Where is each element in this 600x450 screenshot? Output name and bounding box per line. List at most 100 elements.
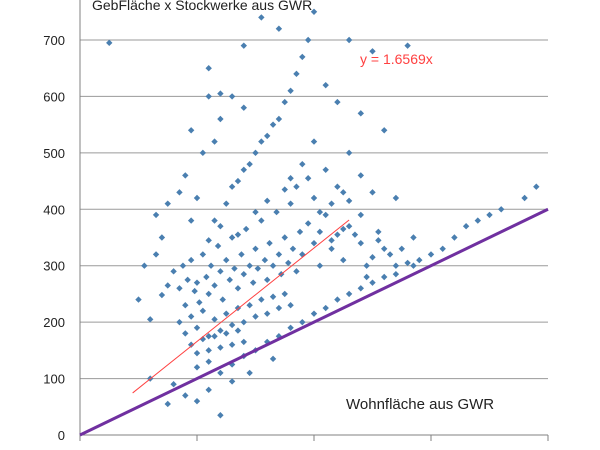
data-point (269, 293, 277, 300)
data-point (293, 183, 300, 190)
data-point (304, 36, 312, 44)
y-tick-label: 200 (43, 315, 65, 330)
data-point (404, 42, 411, 49)
data-point (211, 217, 218, 224)
data-point (205, 290, 212, 298)
data-point (228, 321, 236, 329)
y-tick-label: 100 (43, 372, 65, 387)
data-point (258, 138, 265, 145)
data-point (293, 268, 300, 275)
data-point (287, 87, 294, 94)
data-point (451, 234, 458, 241)
y-tick-label: 700 (43, 33, 65, 48)
data-point (217, 344, 224, 351)
data-point (392, 262, 400, 269)
data-point (240, 104, 247, 111)
data-point (264, 197, 271, 205)
data-point (205, 93, 212, 100)
data-point (275, 115, 283, 123)
data-point (152, 211, 160, 219)
data-point (176, 318, 183, 326)
data-point (398, 245, 405, 252)
data-point (258, 14, 265, 21)
y-tick-label: 500 (43, 146, 65, 161)
data-point (240, 42, 247, 49)
data-point (234, 285, 242, 292)
data-point (106, 39, 113, 47)
data-point (207, 262, 215, 269)
data-point (217, 115, 224, 123)
data-point (416, 256, 423, 264)
data-point (193, 364, 201, 371)
data-point (293, 70, 300, 78)
data-point (310, 194, 318, 202)
data-point (228, 93, 236, 100)
data-point (287, 200, 294, 207)
data-point (363, 262, 370, 269)
data-point (269, 262, 277, 269)
data-point (486, 211, 493, 219)
data-point (316, 262, 324, 269)
data-point (238, 251, 245, 258)
data-point (205, 347, 212, 354)
data-point (369, 254, 376, 261)
data-point (187, 313, 195, 320)
data-point (258, 217, 265, 224)
data-point (266, 239, 273, 247)
data-point (214, 242, 222, 250)
data-point (252, 313, 259, 320)
data-point (193, 397, 201, 405)
x-axis-label: Wohnfläche aus GWR (346, 396, 494, 413)
y-tick-label: 0 (58, 428, 65, 443)
data-point (357, 239, 364, 247)
data-point (203, 273, 210, 281)
data-point (404, 259, 411, 267)
data-point (357, 211, 364, 219)
data-point (322, 211, 329, 219)
data-point (240, 166, 247, 173)
data-point (498, 206, 505, 213)
data-point (193, 349, 201, 357)
data-point (242, 225, 250, 233)
data-point (261, 256, 269, 264)
data-point (392, 194, 400, 202)
data-point (254, 265, 262, 272)
data-point (289, 245, 297, 252)
data-point (135, 296, 142, 303)
data-point (258, 296, 265, 303)
data-point (240, 318, 247, 326)
data-point (217, 369, 224, 377)
data-point (264, 276, 271, 284)
data-point (205, 237, 212, 244)
data-point (246, 369, 253, 377)
data-point (199, 307, 207, 315)
data-point (381, 127, 388, 134)
data-point (521, 194, 528, 202)
data-point (269, 355, 277, 363)
data-point (281, 98, 288, 106)
data-point (299, 318, 306, 326)
data-point (275, 25, 283, 32)
data-point (217, 327, 224, 334)
data-point (328, 200, 335, 207)
data-point (427, 251, 435, 258)
data-point (234, 177, 242, 185)
data-point (158, 291, 166, 299)
data-point (334, 296, 341, 303)
data-point (228, 341, 236, 348)
data-point (328, 245, 335, 252)
data-point (369, 189, 376, 196)
data-point (199, 149, 207, 157)
data-point (191, 287, 198, 295)
trend-line (132, 219, 350, 394)
y-tick-label: 400 (43, 202, 65, 217)
data-point (193, 279, 201, 286)
data-point (264, 132, 271, 140)
data-point (176, 189, 183, 196)
chart-title: GebFläche x Stockwerke aus GWR (92, 0, 312, 13)
data-point (223, 330, 230, 337)
data-point (246, 262, 253, 269)
data-point (275, 251, 283, 258)
data-point (304, 220, 312, 227)
data-point (219, 296, 226, 303)
